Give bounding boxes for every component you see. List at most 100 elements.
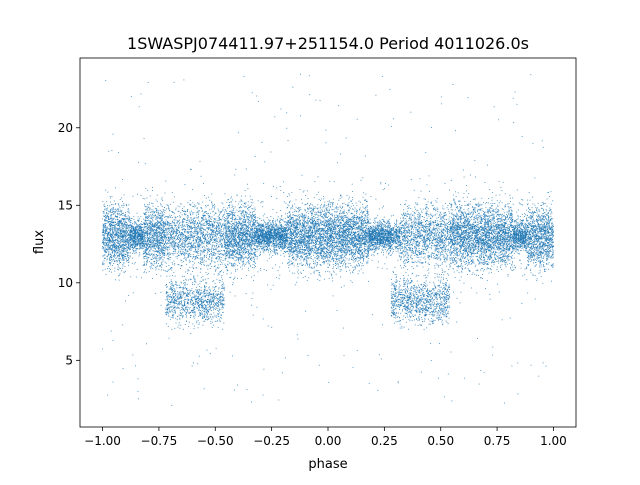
data-point: [238, 245, 240, 247]
data-point: [434, 242, 436, 244]
data-point: [434, 239, 436, 241]
data-point: [309, 211, 311, 213]
data-point: [179, 240, 180, 242]
data-point: [437, 224, 439, 225]
data-point: [380, 226, 382, 227]
data-point: [151, 237, 153, 238]
data-point: [418, 251, 420, 253]
data-point: [242, 240, 244, 242]
data-point: [494, 262, 496, 263]
data-point: [358, 233, 359, 235]
data-point: [236, 265, 238, 267]
data-point: [142, 229, 144, 231]
data-point: [448, 307, 450, 309]
data-point: [477, 251, 479, 252]
data-point: [412, 253, 414, 255]
data-point: [121, 236, 123, 238]
data-point: [308, 222, 309, 224]
data-point: [239, 249, 241, 251]
data-point: [250, 247, 252, 249]
data-point: [322, 239, 324, 241]
data-point: [372, 244, 374, 246]
data-point: [180, 301, 182, 303]
data-point: [438, 249, 440, 251]
data-point: [252, 235, 253, 237]
data-point: [277, 216, 279, 218]
data-point: [330, 228, 332, 230]
data-point: [532, 228, 534, 230]
data-point: [218, 318, 220, 320]
data-point: [417, 209, 419, 211]
data-point: [318, 257, 320, 259]
data-point: [252, 264, 254, 265]
data-point: [255, 255, 257, 257]
data-point: [159, 227, 161, 229]
data-point: [359, 243, 361, 245]
data-point: [439, 304, 441, 306]
data-point: [310, 252, 312, 254]
data-point: [221, 242, 223, 244]
data-point: [422, 287, 424, 289]
data-point: [288, 254, 290, 256]
data-point: [317, 251, 319, 253]
data-point: [156, 235, 158, 237]
data-point: [476, 242, 478, 244]
data-point: [186, 238, 188, 239]
data-point: [443, 232, 445, 234]
data-point: [381, 222, 382, 224]
data-point: [261, 236, 263, 238]
data-point: [496, 269, 498, 271]
data-point: [190, 256, 192, 258]
data-point: [215, 285, 217, 287]
data-point: [116, 259, 118, 261]
data-point: [391, 248, 393, 250]
data-point: [479, 220, 481, 222]
data-point: [439, 312, 441, 314]
data-point: [449, 262, 451, 264]
data-point: [102, 256, 104, 258]
data-point: [529, 211, 531, 213]
data-point: [399, 280, 400, 282]
data-point: [189, 219, 191, 221]
data-point: [288, 251, 290, 253]
data-point: [311, 240, 313, 242]
data-point: [509, 245, 511, 247]
data-point: [527, 230, 529, 232]
data-point: [498, 238, 500, 240]
data-point: [335, 247, 337, 249]
data-point: [254, 223, 256, 225]
data-point: [174, 327, 176, 329]
data-point: [511, 241, 513, 243]
data-point: [417, 294, 419, 296]
data-point: [205, 300, 207, 302]
data-point: [219, 224, 221, 226]
data-point: [144, 218, 146, 220]
data-point: [128, 247, 130, 249]
data-point: [301, 246, 303, 248]
data-point: [320, 246, 322, 248]
data-point: [488, 209, 490, 210]
data-point: [308, 213, 310, 214]
data-point: [147, 243, 149, 245]
data-point: [317, 254, 319, 256]
data-point: [365, 249, 367, 251]
data-point: [202, 298, 204, 300]
data-point: [429, 308, 431, 309]
data-point: [289, 245, 291, 247]
data-point: [451, 260, 453, 262]
data-point: [270, 251, 271, 252]
data-point: [530, 216, 532, 218]
data-point: [436, 232, 438, 234]
data-point: [415, 251, 416, 253]
data-point: [319, 264, 321, 266]
data-point: [502, 233, 504, 234]
data-point: [507, 256, 509, 258]
data-point: [355, 215, 357, 217]
data-point: [324, 243, 326, 245]
data-point: [415, 208, 417, 210]
data-point: [112, 217, 114, 219]
data-point: [494, 208, 496, 210]
data-point: [538, 248, 540, 250]
data-point: [108, 236, 110, 238]
data-point: [442, 238, 444, 240]
